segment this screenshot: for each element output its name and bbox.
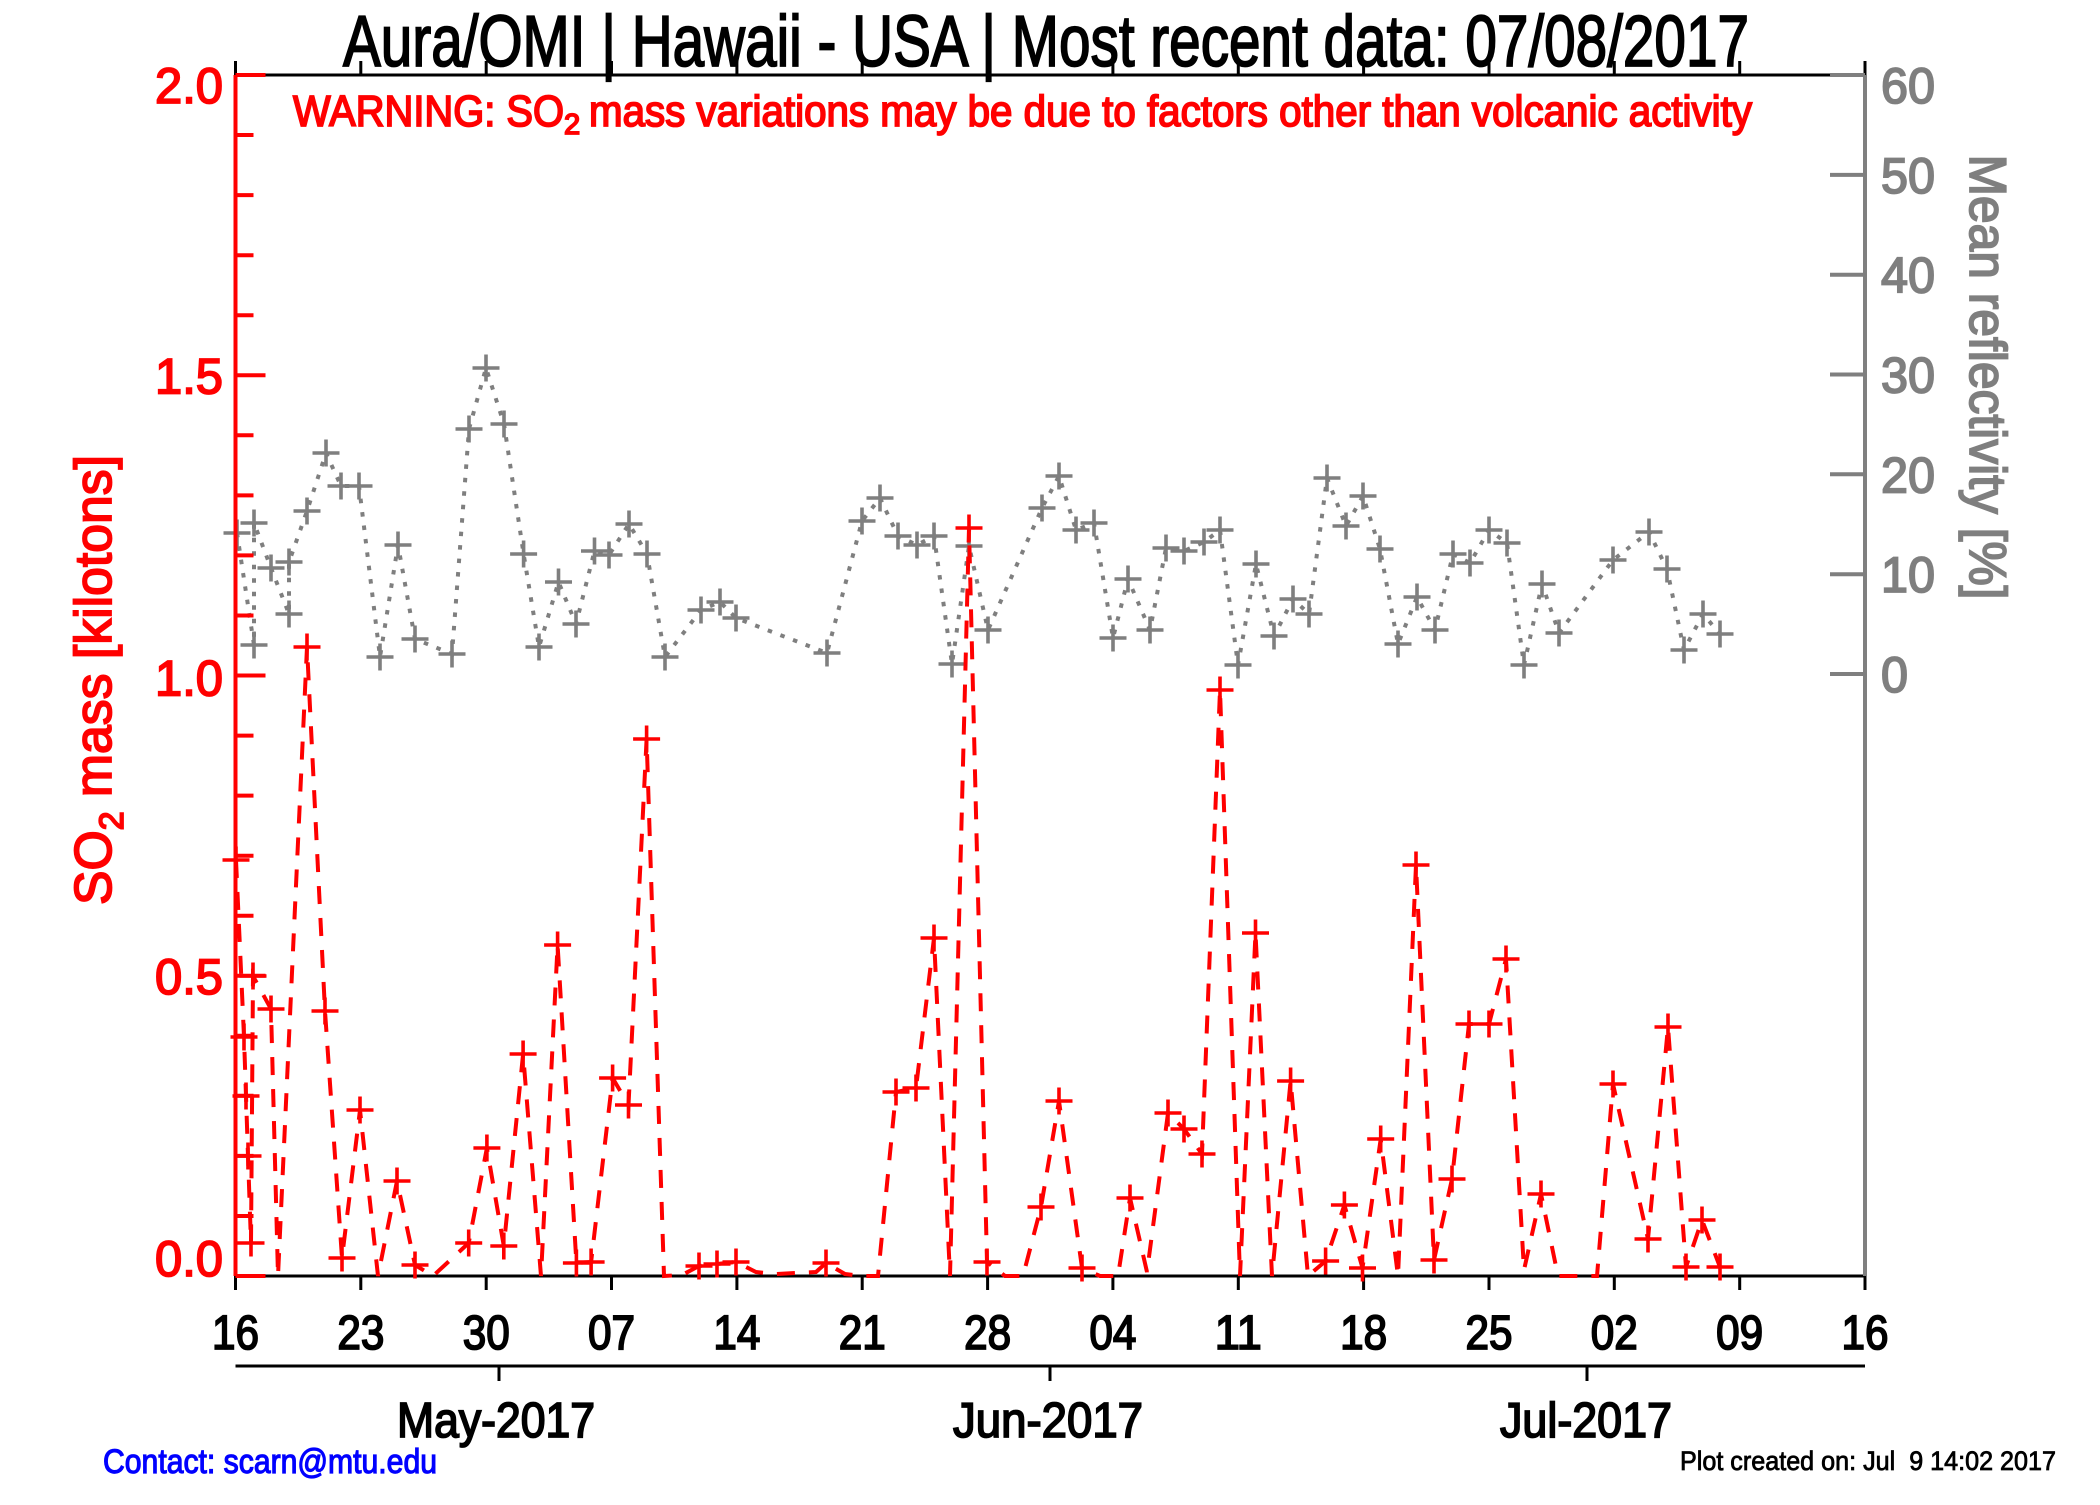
svg-text:Jun-2017: Jun-2017 [953, 1394, 1143, 1448]
svg-text:1.5: 1.5 [155, 348, 223, 404]
svg-text:25: 25 [1465, 1307, 1512, 1360]
svg-text:23: 23 [337, 1307, 384, 1360]
svg-text:28: 28 [964, 1307, 1011, 1360]
svg-text:0.5: 0.5 [155, 949, 223, 1005]
svg-text:14: 14 [713, 1307, 760, 1360]
svg-text:04: 04 [1089, 1307, 1136, 1360]
svg-text:50: 50 [1881, 148, 1935, 204]
svg-text:Contact: scarn@mtu.edu: Contact: scarn@mtu.edu [103, 1443, 437, 1481]
svg-text:1.0: 1.0 [155, 651, 223, 707]
svg-text:Plot created on: Jul 9 14:02: Plot created on: Jul 9 14:02 2017 [1680, 1446, 2056, 1476]
svg-text:60: 60 [1881, 58, 1935, 114]
svg-text:Jul-2017: Jul-2017 [1500, 1394, 1672, 1448]
svg-text:16: 16 [212, 1307, 259, 1360]
svg-text:18: 18 [1340, 1307, 1387, 1360]
svg-text:2: 2 [564, 109, 580, 141]
svg-text:09: 09 [1716, 1307, 1763, 1360]
svg-text:40: 40 [1881, 248, 1935, 304]
svg-text:11: 11 [1215, 1307, 1262, 1360]
svg-text:07: 07 [588, 1307, 635, 1360]
svg-text:SO2 mass [kilotons]: SO2 mass [kilotons] [65, 455, 131, 905]
svg-text:2.0: 2.0 [155, 58, 223, 114]
svg-text:0: 0 [1881, 647, 1908, 703]
svg-text:30: 30 [463, 1307, 510, 1360]
svg-text:Aura/OMI | Hawaii - USA | Most: Aura/OMI | Hawaii - USA | Most recent da… [343, 2, 1749, 82]
svg-text:0.0: 0.0 [155, 1231, 223, 1287]
svg-text:30: 30 [1881, 348, 1935, 404]
svg-text:16: 16 [1842, 1307, 1889, 1360]
svg-text:May-2017: May-2017 [397, 1394, 595, 1448]
svg-text:21: 21 [839, 1307, 886, 1360]
svg-text:20: 20 [1881, 447, 1935, 503]
svg-text:WARNING: SO: WARNING: SO [293, 87, 564, 136]
svg-text:10: 10 [1881, 547, 1935, 603]
svg-text:Mean reflectivity [%]: Mean reflectivity [%] [1958, 155, 2016, 600]
svg-text:02: 02 [1591, 1307, 1638, 1360]
svg-text:mass variations may be due to: mass variations may be due to factors ot… [589, 87, 1752, 136]
